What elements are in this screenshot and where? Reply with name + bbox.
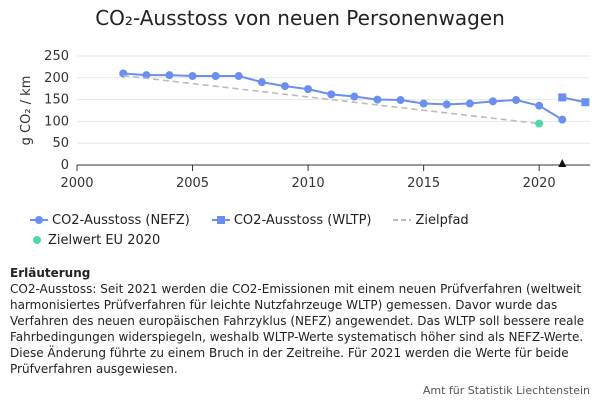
legend: CO2-Ausstoss (NEFZ) CO2-Ausstoss (WLTP) …: [30, 210, 491, 250]
explanation-note: Erläuterung CO2-Ausstoss: Seit 2021 werd…: [10, 265, 595, 377]
data-point: [188, 72, 197, 81]
legend-item-wltp[interactable]: CO2-Ausstoss (WLTP): [211, 212, 372, 228]
data-point-square: [581, 98, 590, 107]
data-point: [211, 72, 220, 81]
legend-item-zielwert[interactable]: Zielwert EU 2020: [30, 233, 160, 248]
legend-dot-icon: [33, 236, 41, 244]
x-tick-label: 2005: [176, 176, 209, 191]
x-tick-label: 2020: [523, 176, 556, 191]
data-point: [442, 100, 451, 109]
x-tick-label: 2015: [407, 176, 440, 191]
data-point: [535, 101, 544, 110]
y-tick-label: 250: [44, 49, 69, 64]
x-tick-label: 2000: [60, 176, 93, 191]
x-tick-label: 2010: [292, 176, 325, 191]
data-point: [396, 96, 405, 105]
legend-label-zielwert: Zielwert EU 2020: [48, 232, 161, 248]
data-point: [280, 82, 289, 91]
data-point: [419, 99, 428, 108]
y-tick-label: 150: [44, 93, 69, 108]
data-point: [488, 97, 497, 106]
data-point: [558, 115, 567, 124]
legend-line-square-icon: [211, 216, 230, 224]
data-point: [512, 96, 521, 105]
data-point: [142, 71, 151, 80]
legend-label-nefz: CO2-Ausstoss (NEFZ): [52, 212, 190, 228]
data-point: [304, 85, 313, 94]
note-title: Erläuterung: [10, 266, 91, 280]
data-point-square: [558, 93, 567, 102]
note-text: CO2-Ausstoss: Seit 2021 werden die CO2-E…: [10, 282, 585, 376]
legend-label-zielpfad: Zielpfad: [415, 212, 469, 228]
y-tick-label: 50: [52, 136, 69, 151]
chart-title: CO₂-Ausstoss von neuen Personenwagen: [95, 6, 505, 30]
legend-dashed-line-icon: [393, 219, 412, 221]
triangle-marker: [558, 159, 567, 167]
y-tick-label: 0: [61, 158, 69, 173]
data-point: [465, 99, 474, 108]
legend-label-wltp: CO2-Ausstoss (WLTP): [233, 212, 372, 228]
y-tick-label: 100: [44, 114, 69, 129]
legend-item-zielpfad[interactable]: Zielpfad: [393, 212, 469, 228]
data-point: [373, 95, 382, 104]
line-chart: 0 50 100 150 200 250 2000 2005 2010 2015 2020 g CO₂…: [19, 49, 590, 191]
data-point: [327, 90, 336, 99]
legend-item-nefz[interactable]: CO2-Ausstoss (NEFZ): [30, 213, 190, 228]
series-line-0: [123, 72, 563, 121]
data-point: [535, 119, 544, 128]
legend-line-circle-icon: [30, 216, 48, 224]
data-point: [350, 92, 359, 101]
data-point: [234, 72, 243, 81]
data-point: [165, 71, 174, 80]
y-axis-title: g CO₂ / km: [19, 76, 34, 146]
data-point: [257, 78, 266, 87]
source-credit: Amt für Statistik Liechtenstein: [422, 384, 590, 397]
y-tick-label: 200: [44, 71, 69, 86]
